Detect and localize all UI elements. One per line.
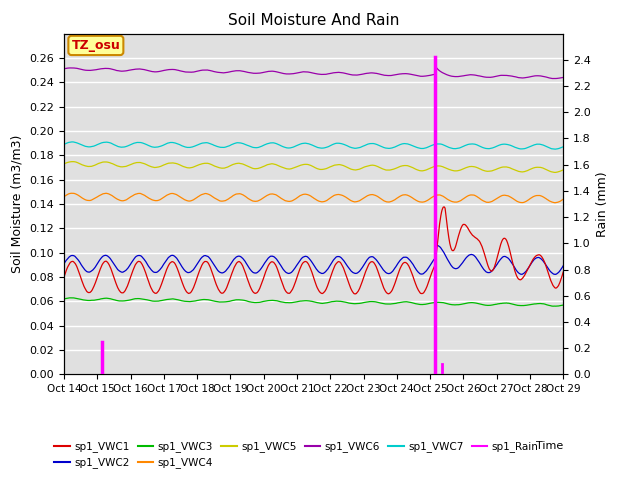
Title: Soil Moisture And Rain: Soil Moisture And Rain (228, 13, 399, 28)
Text: TZ_osu: TZ_osu (72, 39, 120, 52)
Y-axis label: Rain (mm): Rain (mm) (596, 171, 609, 237)
Text: Time: Time (536, 441, 563, 451)
Y-axis label: Soil Moisture (m3/m3): Soil Moisture (m3/m3) (11, 135, 24, 273)
Legend: sp1_VWC1, sp1_VWC2, sp1_VWC3, sp1_VWC4, sp1_VWC5, sp1_VWC6, sp1_VWC7, sp1_Rain: sp1_VWC1, sp1_VWC2, sp1_VWC3, sp1_VWC4, … (50, 437, 543, 472)
